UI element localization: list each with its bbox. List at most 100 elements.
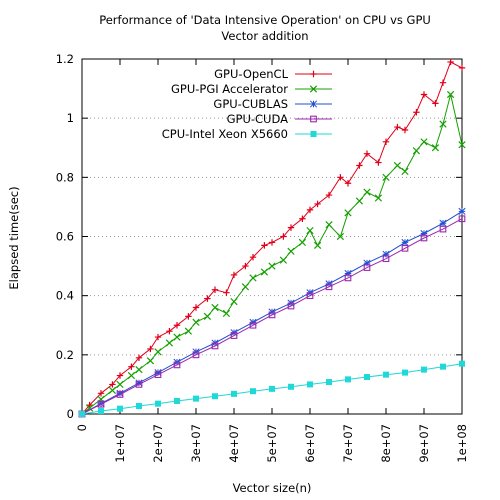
data-point [287, 224, 295, 231]
data-point [109, 381, 116, 388]
data-point [241, 283, 250, 291]
data-point [108, 386, 117, 394]
data-point [363, 150, 371, 157]
data-point [401, 244, 409, 252]
data-point [447, 58, 454, 66]
y-tick-label: 1.2 [56, 52, 74, 66]
legend-label: GPU-CUBLAS [213, 97, 288, 111]
data-point [269, 385, 275, 392]
series-cpu-intel-xeon-x5660 [79, 360, 465, 417]
data-point [356, 162, 363, 169]
x-axis-label: Vector size(n) [233, 481, 312, 495]
data-point [306, 292, 314, 300]
data-point [420, 91, 428, 98]
data-point [459, 360, 465, 367]
x-tick-label: 2e+07 [151, 424, 165, 463]
y-axis-label: Elapsed time(sec) [7, 186, 21, 289]
series-gpu-opencl [78, 58, 466, 418]
data-point [230, 332, 238, 339]
data-point [279, 256, 288, 264]
data-point [268, 262, 276, 270]
data-point [344, 274, 352, 282]
data-point [345, 376, 351, 383]
data-point [165, 339, 174, 347]
x-tick-label: 3e+07 [189, 424, 203, 463]
series-gpu-pgi-accelerator [78, 90, 466, 418]
data-point [116, 372, 124, 379]
data-point [458, 64, 466, 72]
y-tick-label: 0.6 [56, 230, 74, 244]
data-point [432, 100, 439, 107]
data-point [203, 312, 212, 320]
data-point [383, 371, 389, 378]
data-point [154, 333, 162, 341]
data-point [309, 100, 318, 108]
data-point [393, 161, 402, 170]
data-point [374, 194, 383, 202]
data-point [344, 180, 352, 187]
x-tick-label: 7e+07 [341, 424, 355, 463]
data-point [336, 232, 345, 241]
data-point [211, 342, 219, 350]
legend-label: GPU-CUDA [227, 112, 289, 126]
data-point [154, 371, 162, 379]
data-point [173, 333, 181, 341]
data-point [211, 303, 219, 312]
y-tick-label: 0 [67, 407, 74, 421]
data-point [394, 123, 401, 131]
data-point [192, 304, 200, 311]
data-point [212, 393, 218, 400]
data-point [116, 389, 124, 397]
data-point [314, 200, 321, 208]
data-point [355, 197, 364, 205]
data-point [446, 90, 455, 99]
x-tick-label: 8e+07 [379, 424, 393, 463]
series-gpu-cuda [78, 215, 466, 418]
data-point [288, 383, 294, 390]
data-point [135, 354, 143, 361]
data-point [325, 283, 333, 291]
data-point [268, 311, 276, 319]
data-point [136, 403, 142, 410]
data-point [310, 115, 317, 123]
data-point [127, 371, 136, 380]
data-point [192, 318, 200, 326]
data-point [97, 400, 105, 408]
data-point [223, 289, 230, 296]
data-point [382, 173, 390, 181]
data-point [413, 109, 420, 116]
legend-label: GPU-PGI Accelerator [171, 82, 288, 96]
data-point [174, 397, 180, 404]
data-point [364, 374, 370, 381]
data-point [85, 404, 94, 412]
data-point [439, 120, 447, 128]
data-point [382, 255, 390, 263]
legend-label: CPU-Intel Xeon X5660 [162, 127, 288, 141]
data-point [98, 408, 104, 415]
data-point [97, 390, 105, 397]
data-point [440, 363, 446, 370]
data-point [173, 361, 181, 369]
data-point [135, 379, 143, 387]
data-point [439, 225, 447, 233]
data-point [325, 191, 333, 199]
data-point [166, 327, 173, 335]
data-point [231, 390, 237, 397]
data-point [307, 381, 313, 388]
x-tick-label: 9e+07 [417, 424, 431, 463]
data-point [79, 411, 85, 417]
data-point [135, 366, 143, 374]
series-line [81, 94, 463, 415]
y-tick-label: 1 [67, 111, 74, 125]
data-point [173, 322, 181, 329]
legend-label: GPU-OpenCL [214, 67, 288, 81]
series-line [81, 218, 463, 415]
data-point [230, 271, 238, 279]
data-point [420, 229, 428, 238]
data-point [401, 126, 409, 134]
data-point [326, 379, 332, 386]
data-point [309, 85, 318, 93]
data-point [337, 174, 344, 181]
data-point [154, 348, 162, 356]
